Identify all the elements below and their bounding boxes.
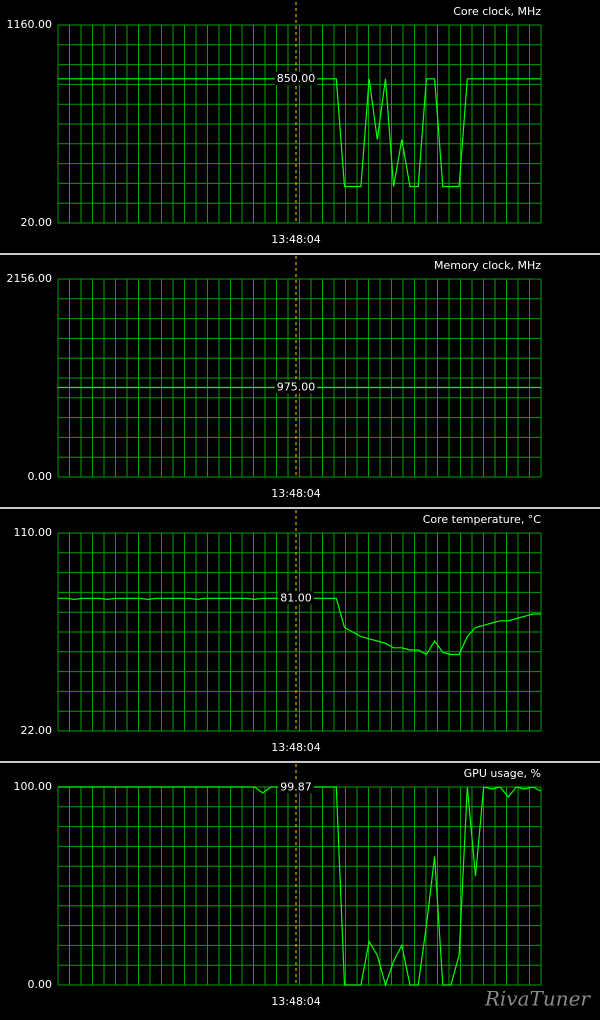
- y-tick-label: 100.00: [14, 780, 53, 793]
- cursor-value-bg: [278, 591, 314, 605]
- chart-title: Memory clock, MHz: [434, 259, 541, 272]
- chart-title: GPU usage, %: [464, 767, 541, 780]
- cursor-value-bg: [274, 380, 318, 394]
- cursor-time: 13:48:04: [271, 233, 320, 246]
- cursor-time-bg: [269, 233, 323, 247]
- cursor-time-bg: [269, 995, 323, 1009]
- panel: 0.00 100.00 GPU usage, % 99.87 13:48:04: [0, 761, 600, 1009]
- y-tick-label: 110.00: [14, 526, 53, 539]
- cursor-value-bg: [274, 71, 318, 85]
- chart-title: Core clock, MHz: [453, 5, 541, 18]
- cursor-value: 850.00: [277, 72, 316, 85]
- y-tick-label: 1160.00: [7, 18, 53, 31]
- cursor-value: 81.00: [280, 591, 312, 604]
- y-tick-label: 0.00: [28, 978, 53, 991]
- y-tick-label: 2156.00: [7, 272, 53, 285]
- panel: 20.00 1160.00 Core clock, MHz 850.00 13:48:0…: [7, 2, 542, 247]
- cursor-time-bg: [269, 487, 323, 501]
- watermark: RivaTuner: [484, 987, 592, 1011]
- cursor-time: 13:48:04: [271, 487, 320, 500]
- panel: 0.00 2156.00 Memory clock, MHz 975.00 13:48:…: [0, 253, 600, 501]
- y-tick-label: 20.00: [21, 216, 53, 229]
- cursor-time-bg: [269, 741, 323, 755]
- cursor-value: 99.87: [280, 780, 312, 793]
- panel: 22.00 110.00 Core temperature, °C 81.00 13:4…: [0, 507, 600, 755]
- cursor-value-bg: [278, 780, 314, 794]
- chart-title: Core temperature, °C: [423, 513, 542, 526]
- cursor-time: 13:48:04: [271, 741, 320, 754]
- y-tick-label: 0.00: [28, 470, 53, 483]
- cursor-time: 13:48:04: [271, 995, 320, 1008]
- cursor-value: 975.00: [277, 380, 316, 393]
- y-tick-label: 22.00: [21, 724, 53, 737]
